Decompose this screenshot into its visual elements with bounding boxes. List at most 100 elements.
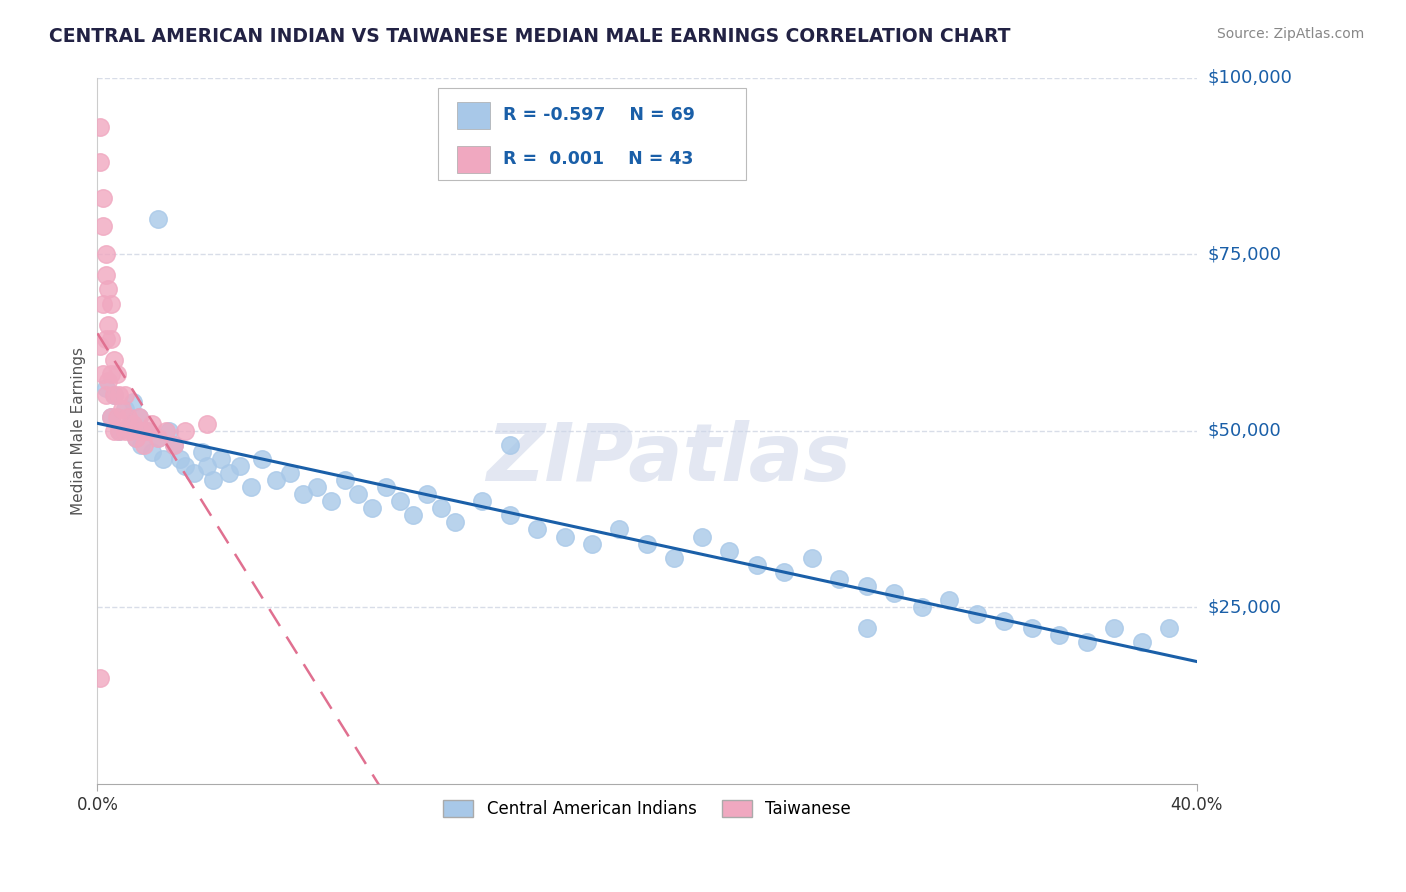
Point xyxy=(141,417,163,431)
Point xyxy=(135,424,157,438)
Point xyxy=(100,332,122,346)
Point xyxy=(120,424,142,438)
Point xyxy=(131,438,153,452)
Point xyxy=(430,501,453,516)
Point xyxy=(195,417,218,431)
Point xyxy=(911,600,934,615)
Text: Source: ZipAtlas.com: Source: ZipAtlas.com xyxy=(1216,27,1364,41)
Point xyxy=(97,318,120,332)
Point xyxy=(993,615,1015,629)
Point xyxy=(307,480,329,494)
Point xyxy=(1047,628,1070,642)
Point xyxy=(108,424,131,438)
Point xyxy=(105,367,128,381)
Point xyxy=(1102,621,1125,635)
Point xyxy=(636,536,658,550)
Point xyxy=(333,473,356,487)
Point xyxy=(117,409,139,424)
Point xyxy=(278,466,301,480)
Point xyxy=(97,282,120,296)
Point xyxy=(122,395,145,409)
Point xyxy=(146,211,169,226)
Point xyxy=(141,445,163,459)
Point xyxy=(319,494,342,508)
Text: CENTRAL AMERICAN INDIAN VS TAIWANESE MEDIAN MALE EARNINGS CORRELATION CHART: CENTRAL AMERICAN INDIAN VS TAIWANESE MED… xyxy=(49,27,1011,45)
Point xyxy=(856,621,879,635)
Point xyxy=(1130,635,1153,649)
Text: $100,000: $100,000 xyxy=(1208,69,1292,87)
Point xyxy=(347,487,370,501)
Point xyxy=(125,431,148,445)
Point xyxy=(146,431,169,445)
Point xyxy=(264,473,287,487)
Point xyxy=(361,501,384,516)
Point xyxy=(103,388,125,402)
Point xyxy=(114,402,136,417)
Point xyxy=(252,451,274,466)
Point xyxy=(1159,621,1181,635)
Text: $50,000: $50,000 xyxy=(1208,422,1281,440)
Point xyxy=(163,438,186,452)
Point xyxy=(97,374,120,388)
FancyBboxPatch shape xyxy=(457,102,489,129)
Point xyxy=(135,424,157,438)
Point xyxy=(114,388,136,402)
Point xyxy=(94,247,117,261)
Point xyxy=(122,417,145,431)
Legend: Central American Indians, Taiwanese: Central American Indians, Taiwanese xyxy=(437,793,858,825)
Point xyxy=(745,558,768,572)
Point xyxy=(443,516,465,530)
Point xyxy=(209,451,232,466)
Point xyxy=(91,219,114,233)
Point xyxy=(498,508,520,523)
Point xyxy=(128,409,150,424)
Point xyxy=(91,296,114,310)
Point xyxy=(609,523,631,537)
Point xyxy=(146,431,169,445)
Point xyxy=(856,579,879,593)
Point xyxy=(374,480,396,494)
Point xyxy=(718,543,741,558)
Point xyxy=(191,445,214,459)
Point xyxy=(94,268,117,283)
Point xyxy=(201,473,224,487)
Text: ZIPatlas: ZIPatlas xyxy=(486,420,852,498)
Point xyxy=(91,367,114,381)
Point xyxy=(966,607,988,622)
Point xyxy=(111,402,134,417)
Point xyxy=(690,530,713,544)
Point xyxy=(800,550,823,565)
Point xyxy=(174,424,197,438)
Point xyxy=(94,388,117,402)
Point xyxy=(128,409,150,424)
Point xyxy=(828,572,851,586)
Point xyxy=(388,494,411,508)
Text: R = -0.597    N = 69: R = -0.597 N = 69 xyxy=(503,106,695,124)
Point xyxy=(773,565,796,579)
Point xyxy=(938,593,960,607)
Point xyxy=(581,536,603,550)
Point xyxy=(183,466,205,480)
Point xyxy=(229,458,252,473)
Point xyxy=(103,424,125,438)
Point xyxy=(152,451,174,466)
Text: $25,000: $25,000 xyxy=(1208,599,1282,616)
Point xyxy=(94,381,117,395)
Point xyxy=(169,451,191,466)
Point xyxy=(402,508,425,523)
Point xyxy=(103,388,125,402)
Point xyxy=(94,332,117,346)
Point xyxy=(883,586,905,600)
Point xyxy=(416,487,439,501)
Point xyxy=(100,409,122,424)
Point xyxy=(1021,621,1043,635)
Point xyxy=(132,438,155,452)
Point xyxy=(174,458,197,473)
Point xyxy=(163,438,186,452)
Point xyxy=(114,424,136,438)
Point xyxy=(103,353,125,368)
Point xyxy=(105,409,128,424)
Point xyxy=(89,155,111,169)
Point xyxy=(157,424,180,438)
FancyBboxPatch shape xyxy=(439,88,747,180)
